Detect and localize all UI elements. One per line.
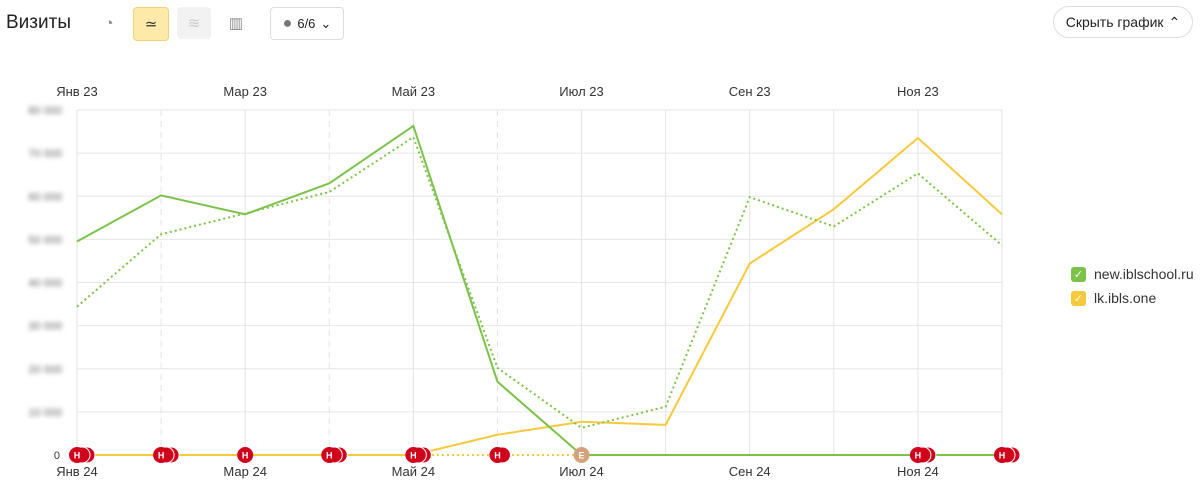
- annotation-letter: Н: [158, 451, 165, 461]
- annotation-marker: [153, 447, 170, 463]
- x-bottom-label: Ноя 24: [897, 464, 939, 479]
- notes-count: 6/6: [297, 16, 316, 31]
- notes-dropdown[interactable]: ● 6/6 ⌄: [270, 7, 344, 40]
- annotation-marker: [994, 447, 1010, 463]
- x-top-label: Янв 23: [56, 84, 98, 99]
- annotation-letter: Н: [494, 451, 501, 461]
- annotation-marker: [69, 447, 85, 463]
- x-bottom-label: Сен 24: [729, 464, 771, 479]
- legend-label: new.iblschool.ru: [1094, 266, 1194, 282]
- pie-chart-button[interactable]: ◔: [92, 7, 126, 39]
- checkbox-checked-icon[interactable]: ✓: [1071, 290, 1086, 306]
- annotation-letter: Н: [915, 451, 922, 461]
- annotation-letter: Н: [999, 451, 1006, 461]
- annotation-marker: [489, 447, 506, 463]
- y-tick-label: 80 000: [28, 105, 62, 117]
- line-chart: 0 10 000 20 000 30 000 40 000 50 000 60 000 70 …: [28, 84, 1021, 479]
- legend-label: lk.ibls.one: [1094, 290, 1157, 306]
- legend-item-new-iblschool[interactable]: ✓ new.iblschool.ru: [1071, 263, 1194, 285]
- line-chart-button[interactable]: ≃: [133, 7, 169, 41]
- line-chart-icon: ≃: [144, 16, 158, 33]
- annotation-letter: Е: [579, 451, 585, 461]
- hide-chart-label: Скрыть график: [1065, 14, 1164, 30]
- y-tick-label: 60 000: [28, 191, 62, 203]
- y-tick-label: 30 000: [28, 321, 62, 333]
- y-tick-label: 40 000: [28, 278, 62, 290]
- chevron-down-icon: ⌄: [320, 15, 332, 31]
- series-line-new-iblschool-ru-solid: [76, 124, 1002, 456]
- x-bottom-label: Май 24: [392, 464, 436, 479]
- y-tick-label: 50 000: [28, 234, 62, 246]
- bar-chart-button[interactable]: ▥: [219, 7, 253, 39]
- x-bottom-label: Янв 24: [56, 464, 98, 479]
- annotation-letter: Н: [410, 451, 417, 461]
- page-title: Визиты: [6, 12, 71, 33]
- legend-item-lk-ibls[interactable]: ✓ lk.ibls.one: [1071, 287, 1194, 309]
- chevron-up-icon: ⌃: [1168, 13, 1181, 30]
- checkbox-checked-icon[interactable]: ✓: [1071, 266, 1086, 282]
- annotation-marker: [405, 447, 422, 463]
- bar-chart-icon: ▥: [228, 15, 244, 32]
- y-tick-label: 70 000: [28, 148, 62, 160]
- series-line-lk-ibls-one-solid: [77, 136, 1003, 456]
- y-tick-label: 0: [54, 450, 60, 462]
- annotation-letter: Н: [242, 451, 249, 461]
- y-tick-label: 20 000: [28, 364, 62, 376]
- annotation-marker: [237, 447, 254, 463]
- area-chart-button[interactable]: ≋: [177, 7, 211, 39]
- annotation-marker: [909, 447, 926, 463]
- annotation-marker: [321, 447, 338, 463]
- x-bottom-label: Мар 24: [223, 464, 267, 479]
- series-line-new-iblschool-ru-dotted: [76, 135, 1003, 429]
- annotation-marker: [573, 447, 590, 463]
- x-top-label: Сен 23: [729, 84, 771, 99]
- area-chart-icon: ≋: [187, 15, 201, 32]
- x-top-label: Ноя 23: [897, 84, 939, 99]
- hide-chart-button[interactable]: Скрыть график ⌃: [1053, 6, 1193, 38]
- pie-chart-icon: ◔: [104, 14, 114, 32]
- x-top-label: Май 23: [392, 84, 436, 99]
- annotation-letter: Н: [74, 451, 81, 461]
- legend: ✓ new.iblschool.ru ✓ lk.ibls.one: [1071, 263, 1194, 311]
- x-top-label: Июл 23: [559, 84, 603, 99]
- y-tick-label: 10 000: [28, 407, 62, 419]
- speech-bubble-icon: ●: [282, 14, 293, 32]
- x-top-label: Мар 23: [223, 84, 267, 99]
- annotation-letter: Н: [326, 451, 333, 461]
- x-bottom-label: Июл 24: [559, 464, 603, 479]
